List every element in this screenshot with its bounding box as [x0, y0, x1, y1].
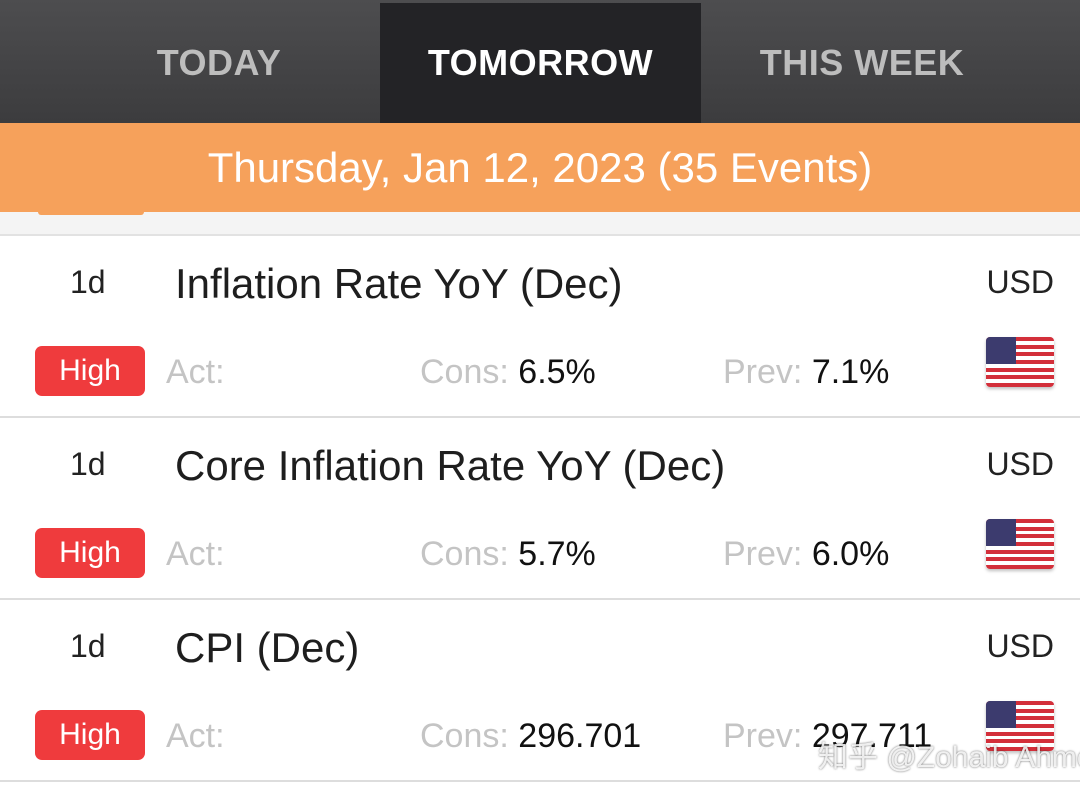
- importance-badge: High: [35, 346, 145, 396]
- event-currency: USD: [986, 628, 1054, 664]
- consensus-field: Cons: 6.5%: [420, 353, 596, 392]
- tab-bar: TODAY TOMORROW THIS WEEK: [0, 0, 1080, 123]
- previous-field: Prev: 6.0%: [723, 535, 889, 574]
- consensus-value: 296.701: [518, 717, 642, 755]
- importance-badge: High: [35, 710, 145, 760]
- importance-badge: High: [35, 528, 145, 578]
- previous-label: Prev:: [723, 535, 803, 573]
- us-flag-icon: [986, 337, 1054, 387]
- importance-badge-stub: [38, 212, 144, 215]
- previous-field: Prev: 297.711: [723, 717, 932, 756]
- us-flag-icon: [986, 519, 1054, 569]
- date-header: Thursday, Jan 12, 2023 (35 Events): [0, 123, 1080, 212]
- event-time: 1d: [70, 446, 106, 482]
- event-row[interactable]: 1d Core Inflation Rate YoY (Dec) USD Hig…: [0, 418, 1080, 600]
- event-currency: USD: [986, 264, 1054, 300]
- event-row[interactable]: 1d Inflation Rate YoY (Dec) USD High Act…: [0, 236, 1080, 418]
- event-row[interactable]: 1d CPI (Dec) USD High Act: Cons: 296.701…: [0, 600, 1080, 782]
- consensus-label: Cons:: [420, 717, 509, 755]
- previous-event-row-stub: [0, 212, 1080, 236]
- event-currency: USD: [986, 446, 1054, 482]
- event-time: 1d: [70, 628, 106, 664]
- event-title: Core Inflation Rate YoY (Dec): [175, 442, 726, 489]
- previous-value: 297.711: [811, 717, 933, 755]
- consensus-field: Cons: 5.7%: [420, 535, 596, 574]
- previous-value: 6.0%: [811, 535, 890, 573]
- actual-label: Act:: [166, 353, 225, 391]
- consensus-value: 5.7%: [518, 535, 596, 573]
- previous-label: Prev:: [723, 717, 803, 755]
- previous-field: Prev: 7.1%: [723, 353, 889, 392]
- previous-value: 7.1%: [811, 353, 890, 391]
- previous-label: Prev:: [723, 353, 803, 391]
- consensus-label: Cons:: [420, 353, 509, 391]
- consensus-label: Cons:: [420, 535, 509, 573]
- consensus-field: Cons: 296.701: [420, 717, 641, 756]
- event-title: Inflation Rate YoY (Dec): [175, 260, 623, 307]
- watermark: 知乎 @Zohaib Ahmed: [818, 741, 1080, 774]
- tab-tomorrow[interactable]: TOMORROW: [380, 3, 701, 123]
- actual-label: Act:: [166, 717, 225, 755]
- us-flag-icon: [986, 701, 1054, 751]
- event-time: 1d: [70, 264, 106, 300]
- tab-this-week[interactable]: THIS WEEK: [759, 42, 965, 83]
- tab-today[interactable]: TODAY: [156, 42, 282, 83]
- consensus-value: 6.5%: [518, 353, 596, 391]
- actual-label: Act:: [166, 535, 225, 573]
- event-title: CPI (Dec): [175, 624, 360, 671]
